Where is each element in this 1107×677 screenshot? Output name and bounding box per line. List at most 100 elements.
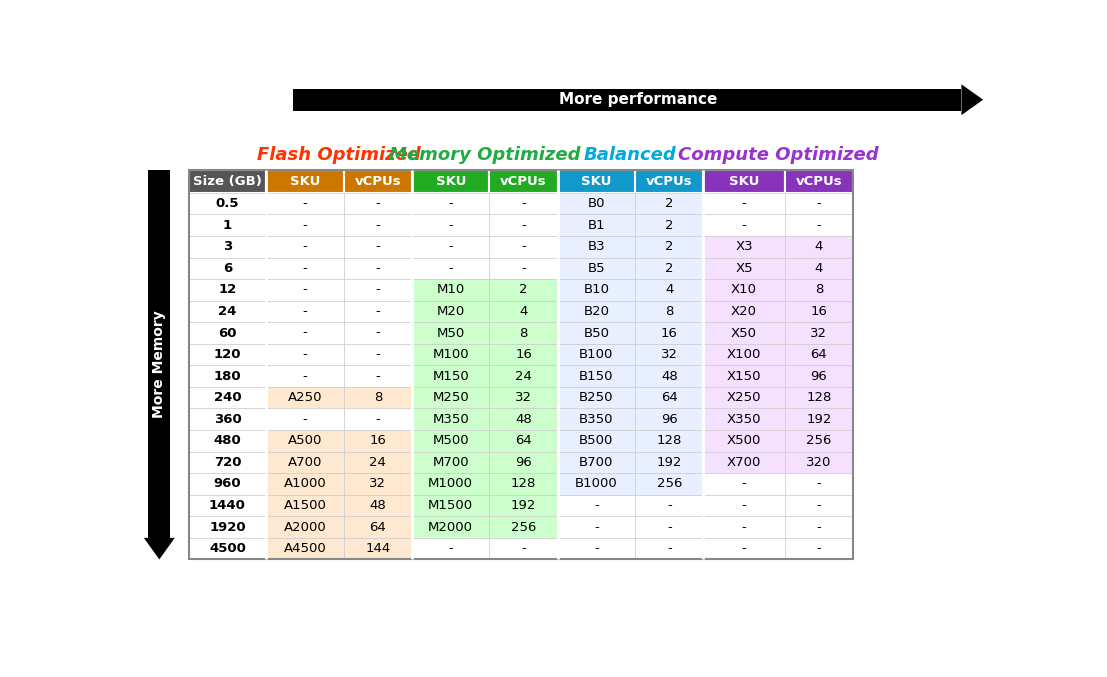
Bar bbox=[412, 279, 489, 301]
Text: -: - bbox=[521, 240, 526, 253]
Text: -: - bbox=[742, 219, 746, 232]
Text: 8: 8 bbox=[815, 284, 823, 297]
Bar bbox=[558, 236, 635, 257]
Text: -: - bbox=[302, 262, 308, 275]
Text: 64: 64 bbox=[661, 391, 677, 404]
Bar bbox=[635, 408, 703, 430]
Text: Memory Optimized: Memory Optimized bbox=[389, 146, 580, 165]
Text: A250: A250 bbox=[288, 391, 322, 404]
Bar bbox=[635, 236, 703, 257]
Bar bbox=[489, 344, 558, 366]
Text: B350: B350 bbox=[579, 413, 613, 426]
Bar bbox=[344, 236, 412, 257]
Bar bbox=[703, 387, 785, 408]
Text: -: - bbox=[594, 521, 599, 533]
Bar bbox=[267, 236, 344, 257]
Text: -: - bbox=[666, 542, 672, 555]
Text: -: - bbox=[448, 219, 453, 232]
Polygon shape bbox=[961, 85, 983, 115]
Bar bbox=[267, 279, 344, 301]
Bar bbox=[558, 279, 635, 301]
Bar bbox=[785, 344, 852, 366]
Text: 256: 256 bbox=[510, 521, 536, 533]
Bar bbox=[189, 452, 267, 473]
Bar bbox=[267, 517, 344, 538]
Text: X5: X5 bbox=[735, 262, 753, 275]
Text: 128: 128 bbox=[510, 477, 536, 490]
Text: B5: B5 bbox=[588, 262, 606, 275]
Bar bbox=[558, 517, 635, 538]
Text: 320: 320 bbox=[806, 456, 831, 469]
Text: X150: X150 bbox=[727, 370, 762, 383]
Text: 180: 180 bbox=[214, 370, 241, 383]
Bar bbox=[635, 517, 703, 538]
Bar bbox=[344, 517, 412, 538]
Text: 48: 48 bbox=[515, 413, 532, 426]
Bar bbox=[635, 344, 703, 366]
Text: -: - bbox=[375, 348, 380, 361]
Text: 4: 4 bbox=[815, 240, 823, 253]
Bar bbox=[558, 344, 635, 366]
Bar bbox=[489, 322, 558, 344]
Text: Flash Optimized: Flash Optimized bbox=[257, 146, 421, 165]
Bar bbox=[785, 473, 852, 495]
Text: -: - bbox=[375, 219, 380, 232]
Bar bbox=[703, 170, 785, 193]
Bar bbox=[267, 452, 344, 473]
Text: A4500: A4500 bbox=[283, 542, 327, 555]
Text: M2000: M2000 bbox=[428, 521, 473, 533]
Text: 64: 64 bbox=[810, 348, 827, 361]
Bar bbox=[635, 495, 703, 517]
Text: B1: B1 bbox=[588, 219, 606, 232]
Text: 2: 2 bbox=[665, 197, 673, 210]
Bar bbox=[558, 473, 635, 495]
Text: -: - bbox=[448, 240, 453, 253]
Bar bbox=[189, 257, 267, 279]
Bar bbox=[344, 387, 412, 408]
Bar bbox=[344, 193, 412, 215]
Text: X20: X20 bbox=[731, 305, 757, 318]
Text: -: - bbox=[375, 284, 380, 297]
Text: 192: 192 bbox=[656, 456, 682, 469]
Text: M100: M100 bbox=[433, 348, 469, 361]
Text: -: - bbox=[666, 499, 672, 512]
Text: B20: B20 bbox=[583, 305, 609, 318]
Text: 1920: 1920 bbox=[209, 521, 246, 533]
Text: -: - bbox=[521, 262, 526, 275]
Text: 360: 360 bbox=[214, 413, 241, 426]
Bar bbox=[267, 495, 344, 517]
Text: M700: M700 bbox=[433, 456, 469, 469]
Text: -: - bbox=[302, 305, 308, 318]
Bar bbox=[489, 473, 558, 495]
Bar bbox=[635, 257, 703, 279]
Bar bbox=[489, 430, 558, 452]
Bar bbox=[635, 322, 703, 344]
Bar bbox=[489, 495, 558, 517]
Bar bbox=[558, 170, 635, 193]
Bar bbox=[558, 430, 635, 452]
Bar bbox=[785, 387, 852, 408]
Bar bbox=[412, 430, 489, 452]
Text: B250: B250 bbox=[579, 391, 613, 404]
Bar bbox=[267, 193, 344, 215]
Bar bbox=[558, 257, 635, 279]
Bar bbox=[635, 538, 703, 559]
Text: Balanced: Balanced bbox=[584, 146, 676, 165]
Text: 24: 24 bbox=[515, 370, 532, 383]
Bar bbox=[344, 430, 412, 452]
Bar bbox=[703, 344, 785, 366]
Text: -: - bbox=[817, 499, 821, 512]
Text: M1500: M1500 bbox=[428, 499, 474, 512]
Text: 64: 64 bbox=[515, 435, 532, 447]
Text: -: - bbox=[375, 197, 380, 210]
Bar bbox=[344, 301, 412, 322]
Bar bbox=[785, 193, 852, 215]
Text: -: - bbox=[594, 499, 599, 512]
Bar bbox=[189, 495, 267, 517]
Bar bbox=[344, 366, 412, 387]
Text: -: - bbox=[817, 197, 821, 210]
Text: 96: 96 bbox=[515, 456, 532, 469]
Bar bbox=[558, 215, 635, 236]
Text: B10: B10 bbox=[583, 284, 609, 297]
Text: 144: 144 bbox=[365, 542, 391, 555]
